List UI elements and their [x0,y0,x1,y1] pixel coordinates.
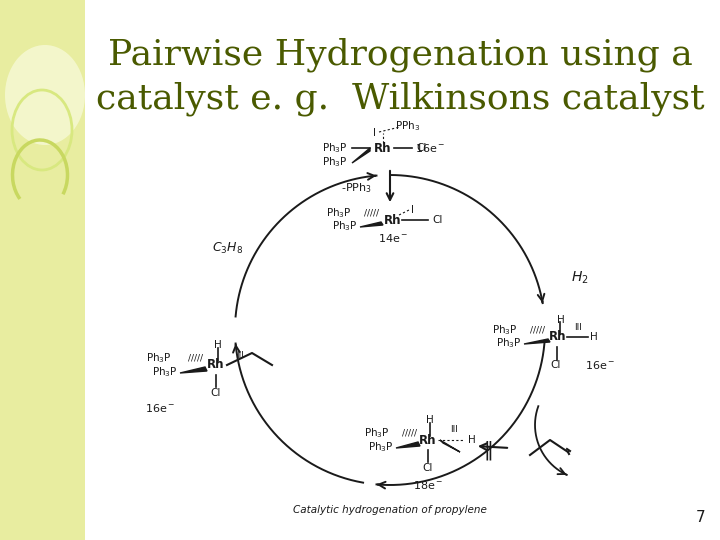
Bar [0,0,85,540]
Text: Catalytic hydrogenation of propylene: Catalytic hydrogenation of propylene [293,505,487,515]
Text: Rh: Rh [549,330,567,343]
Text: H: H [557,315,565,325]
Polygon shape [180,367,207,373]
Text: H: H [590,332,598,342]
Polygon shape [524,339,550,344]
Text: Rh: Rh [419,434,437,447]
Text: Ph$_3$P: Ph$_3$P [323,141,348,155]
Text: H: H [214,340,222,350]
Text: Ph$_3$P: Ph$_3$P [146,351,172,365]
Text: Pairwise Hydrogenation using a: Pairwise Hydrogenation using a [107,38,693,72]
Text: 16e$^-$: 16e$^-$ [145,402,175,414]
Text: 16e$^-$: 16e$^-$ [415,142,445,154]
Text: Cl: Cl [416,143,426,153]
Text: III: III [236,350,244,360]
Text: III: III [574,322,582,332]
Text: Ph$_3$P: Ph$_3$P [364,426,390,440]
Polygon shape [440,440,460,452]
Text: Ph$_3$P: Ph$_3$P [332,219,358,233]
Polygon shape [396,442,420,448]
Text: H$_2$: H$_2$ [571,270,589,286]
Text: I: I [412,205,415,215]
Text: 18e$^-$: 18e$^-$ [413,479,443,491]
Polygon shape [352,148,370,163]
Text: I: I [374,128,377,138]
Text: Ph$_3$P: Ph$_3$P [323,155,348,169]
Text: 16e$^-$: 16e$^-$ [585,359,615,371]
Text: Ph$_3$P: Ph$_3$P [496,336,522,350]
Text: -PPh$_3$: -PPh$_3$ [341,181,372,195]
Text: Cl: Cl [432,215,442,225]
Polygon shape [360,222,383,227]
Text: C$_3$H$_8$: C$_3$H$_8$ [212,240,243,255]
Text: Rh: Rh [207,359,225,372]
Text: PPh$_3$: PPh$_3$ [395,119,420,133]
Text: Rh: Rh [374,141,392,154]
Text: Ph$_3$P: Ph$_3$P [152,365,178,379]
Text: Ph$_3$P: Ph$_3$P [368,440,394,454]
Text: H: H [468,435,476,445]
Text: Cl: Cl [423,463,433,473]
Text: /////: ///// [364,208,379,218]
Text: /////: ///// [189,354,204,362]
Text: H: H [426,415,434,425]
Text: 14e$^-$: 14e$^-$ [378,232,408,244]
Text: 7: 7 [696,510,705,525]
Text: catalyst e. g.  Wilkinsons catalyst: catalyst e. g. Wilkinsons catalyst [96,82,704,117]
Text: Cl: Cl [551,360,561,370]
Text: Ph$_3$P: Ph$_3$P [492,323,518,337]
Text: III: III [450,426,458,435]
Text: /////: ///// [402,429,418,437]
Text: /////: ///// [531,326,546,334]
Text: Cl: Cl [211,388,221,398]
Ellipse shape [5,45,85,145]
Text: ‖: ‖ [483,440,493,460]
Text: Rh: Rh [384,213,402,226]
Text: Ph$_3$P: Ph$_3$P [326,206,352,220]
